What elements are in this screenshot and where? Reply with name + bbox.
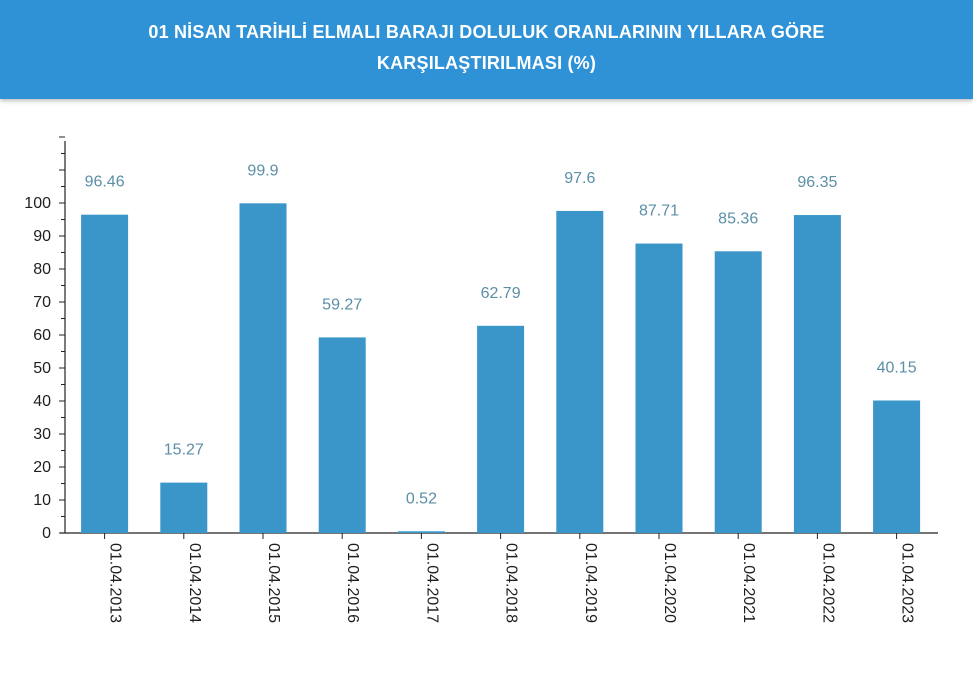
x-tick-label: 01.04.2023	[899, 543, 916, 623]
x-tick-label: 01.04.2014	[186, 543, 203, 623]
x-tick-label: 01.04.2016	[344, 543, 361, 623]
y-tick-label: 60	[33, 327, 51, 344]
bar-value-label: 0.52	[406, 490, 437, 507]
bar-value-label: 96.35	[797, 174, 837, 191]
bar-value-label: 62.79	[481, 285, 521, 302]
x-tick-label: 01.04.2013	[107, 543, 124, 623]
bar	[793, 215, 841, 534]
bar	[714, 251, 762, 533]
x-tick-label: 01.04.2015	[265, 543, 282, 623]
y-tick-label: 20	[33, 459, 51, 476]
bar-value-label: 15.27	[164, 442, 204, 459]
chart-title-line-1: 01 NİSAN TARİHLİ ELMALI BARAJI DOLULUK O…	[148, 22, 825, 42]
x-tick-label: 01.04.2022	[819, 543, 836, 623]
x-tick-label: 01.04.2019	[582, 543, 599, 623]
bar-value-label: 96.46	[85, 174, 125, 191]
chart-header: 01 NİSAN TARİHLİ ELMALI BARAJI DOLULUK O…	[0, 0, 973, 99]
bar	[556, 210, 604, 534]
x-tick-label: 01.04.2017	[423, 543, 440, 623]
bar-value-label: 40.15	[877, 360, 917, 377]
bar-value-label: 85.36	[718, 210, 758, 227]
bar-value-label: 99.9	[247, 162, 278, 179]
chart-title-line-2: KARŞILAŞTIRILMASI (%)	[376, 53, 597, 73]
bar	[635, 243, 683, 533]
bar	[160, 482, 208, 533]
bar	[239, 203, 287, 533]
y-tick-label: 70	[33, 294, 51, 311]
y-tick-label: 10	[33, 492, 51, 509]
x-tick-label: 01.04.2021	[740, 543, 757, 623]
bar	[318, 337, 366, 533]
bar-value-label: 87.71	[639, 203, 679, 220]
bar	[397, 531, 445, 533]
bar	[81, 214, 129, 533]
y-tick-label: 30	[33, 426, 51, 443]
y-tick-label: 0	[42, 525, 51, 542]
bar	[873, 400, 921, 533]
bar-chart: 0 10 20 30 40 50 60 70 80 90 100 96.46 01.04.2013 15.…	[24, 136, 938, 623]
bar-value-label: 59.27	[322, 296, 362, 313]
bar-value-label: 97.6	[564, 170, 595, 187]
y-tick-label: 80	[33, 261, 51, 278]
bar	[477, 325, 525, 533]
y-tick-label: 100	[24, 195, 51, 212]
y-tick-label: 40	[33, 393, 51, 410]
y-tick-label: 90	[33, 228, 51, 245]
x-tick-label: 01.04.2018	[503, 543, 520, 623]
x-tick-label: 01.04.2020	[661, 543, 678, 623]
y-tick-label: 50	[33, 360, 51, 377]
